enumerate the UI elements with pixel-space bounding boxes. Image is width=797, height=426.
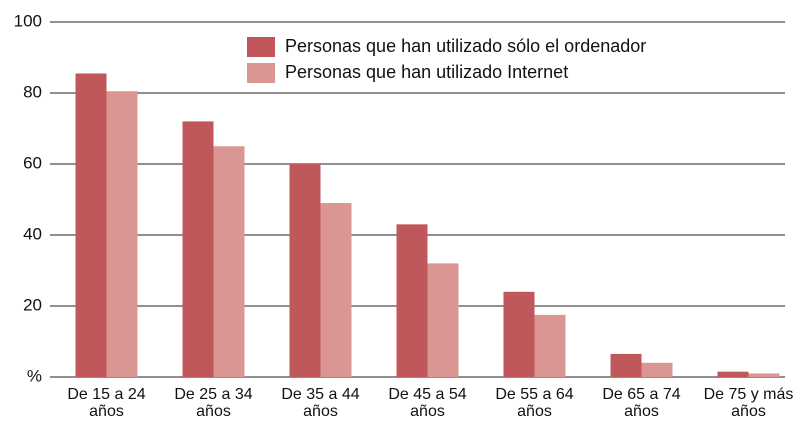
bar bbox=[717, 371, 749, 377]
x-tick-label: De 25 a 34 años bbox=[174, 386, 253, 420]
bar bbox=[641, 362, 673, 377]
y-tick-label: 100 bbox=[14, 11, 42, 30]
legend-swatch bbox=[247, 63, 275, 83]
legend-label: Personas que han utilizado Internet bbox=[285, 62, 568, 82]
bar bbox=[320, 203, 352, 377]
x-tick-label: De 45 a 54 años bbox=[388, 386, 467, 420]
x-tick-label: De 65 a 74 años bbox=[602, 386, 681, 420]
x-tick-label: De 55 a 64 años bbox=[495, 386, 574, 420]
y-tick-label: 80 bbox=[23, 82, 42, 101]
bar bbox=[503, 291, 535, 377]
bar bbox=[213, 146, 245, 377]
bar bbox=[534, 314, 566, 377]
x-tick-label: De 15 a 24 años bbox=[67, 386, 146, 420]
y-tick-label: 40 bbox=[23, 224, 42, 243]
x-tick-label: De 35 a 44 años bbox=[281, 386, 360, 420]
bar bbox=[106, 91, 138, 377]
legend-swatch bbox=[247, 37, 275, 57]
bar bbox=[182, 121, 214, 378]
y-tick-label: 20 bbox=[23, 295, 42, 314]
bar bbox=[427, 263, 459, 377]
y-tick-label: 60 bbox=[23, 153, 42, 172]
bar bbox=[289, 164, 321, 377]
bar bbox=[75, 73, 107, 377]
x-tick-label: De 75 y más años bbox=[703, 386, 794, 420]
y-tick-label: % bbox=[27, 366, 42, 385]
bar bbox=[610, 353, 642, 377]
legend-label: Personas que han utilizado sólo el orden… bbox=[285, 36, 646, 56]
bar bbox=[748, 373, 780, 377]
bar bbox=[396, 224, 428, 377]
